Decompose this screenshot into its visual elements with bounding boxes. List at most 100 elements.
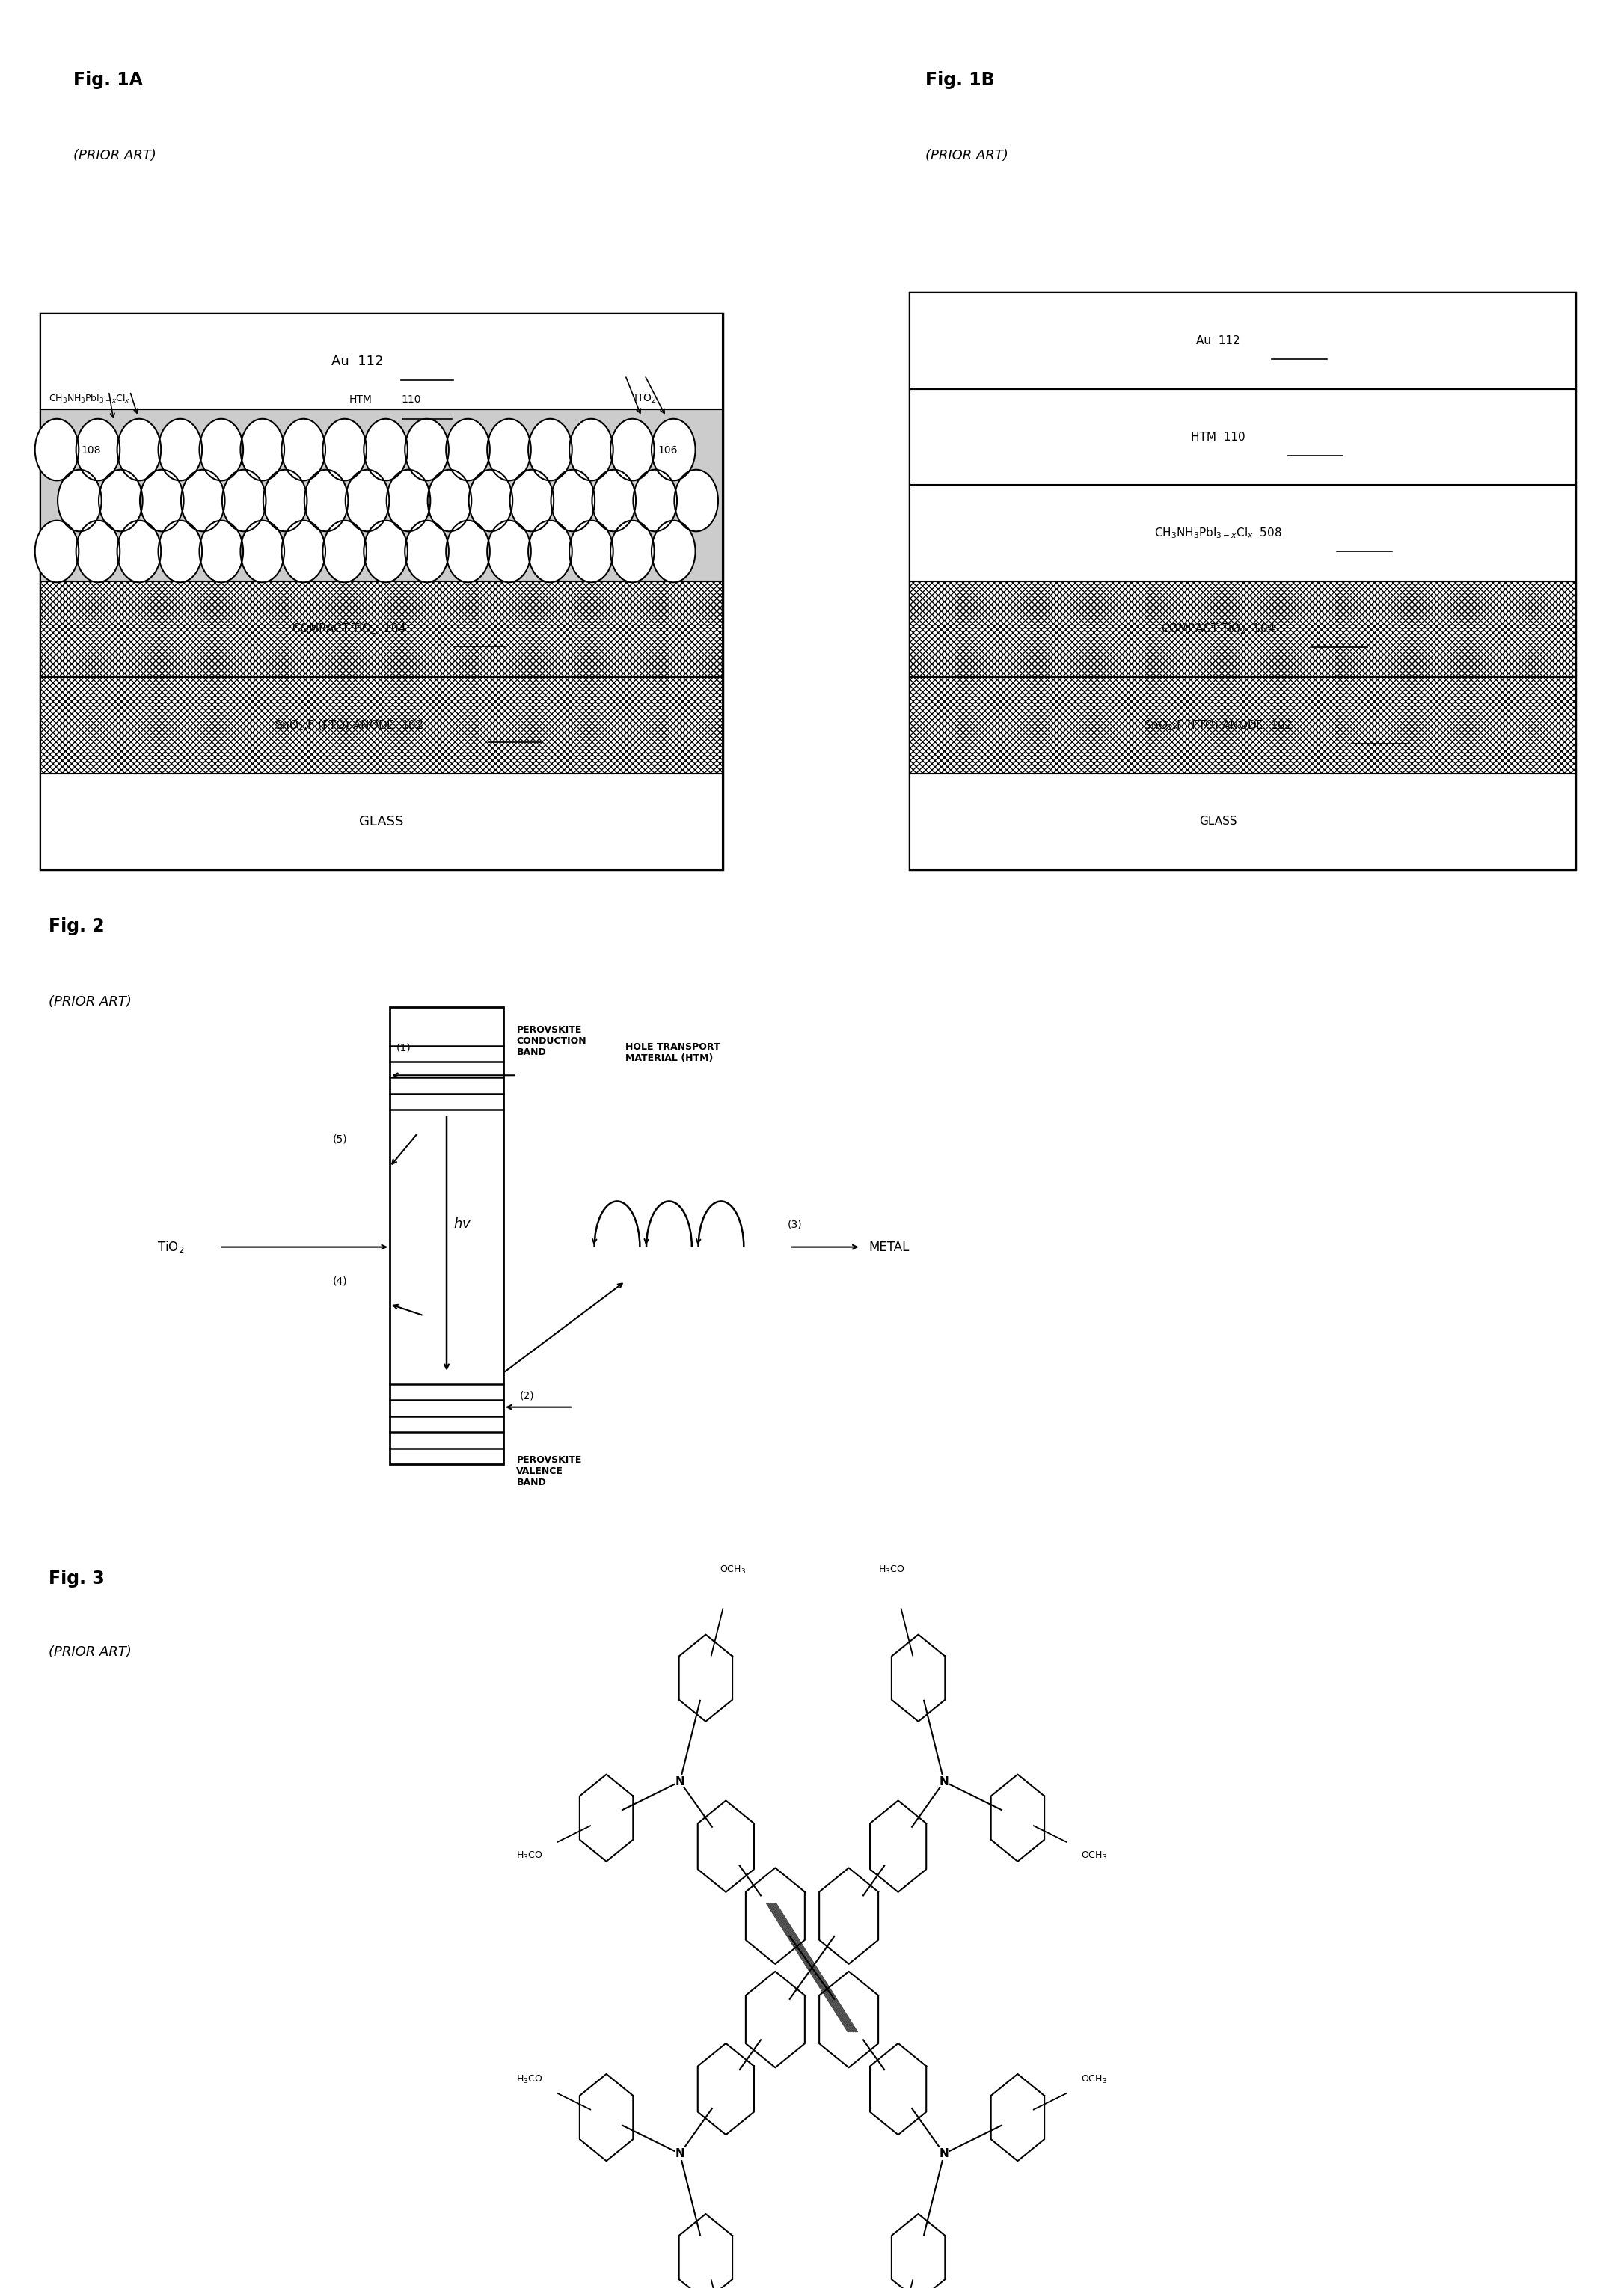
Circle shape bbox=[364, 419, 408, 480]
Text: H$_3$CO: H$_3$CO bbox=[516, 1851, 542, 1862]
Circle shape bbox=[158, 419, 201, 480]
Text: Fig. 1B: Fig. 1B bbox=[926, 71, 996, 89]
Bar bbox=[41, 677, 723, 773]
Text: COMPACT TiO$_2$  104: COMPACT TiO$_2$ 104 bbox=[292, 622, 406, 636]
Text: 106: 106 bbox=[658, 446, 677, 455]
Circle shape bbox=[651, 519, 695, 581]
Text: GLASS: GLASS bbox=[1199, 817, 1237, 826]
Circle shape bbox=[611, 419, 654, 480]
Circle shape bbox=[200, 419, 244, 480]
Text: (1): (1) bbox=[396, 1043, 411, 1052]
Circle shape bbox=[200, 519, 244, 581]
Circle shape bbox=[76, 419, 120, 480]
Circle shape bbox=[158, 519, 201, 581]
Text: $hv$: $hv$ bbox=[453, 1217, 471, 1231]
Circle shape bbox=[570, 419, 614, 480]
Text: N: N bbox=[939, 1775, 948, 1787]
Text: (3): (3) bbox=[788, 1220, 802, 1229]
Circle shape bbox=[593, 469, 637, 531]
Circle shape bbox=[117, 419, 161, 480]
Text: TiO$_2$: TiO$_2$ bbox=[158, 1240, 184, 1254]
Circle shape bbox=[364, 519, 408, 581]
Text: N: N bbox=[676, 2148, 685, 2160]
Text: (4): (4) bbox=[333, 1277, 348, 1286]
Circle shape bbox=[469, 469, 513, 531]
Bar bbox=[41, 773, 723, 869]
Circle shape bbox=[323, 519, 367, 581]
Text: Fig. 2: Fig. 2 bbox=[49, 917, 104, 936]
Circle shape bbox=[323, 419, 367, 480]
Circle shape bbox=[240, 419, 284, 480]
Circle shape bbox=[281, 519, 325, 581]
Text: COMPACT TiO$_2$  104: COMPACT TiO$_2$ 104 bbox=[1161, 622, 1275, 636]
Text: HTM  110: HTM 110 bbox=[1190, 432, 1246, 442]
Text: (2): (2) bbox=[520, 1391, 534, 1400]
Circle shape bbox=[304, 469, 348, 531]
Text: PEROVSKITE
VALENCE
BAND: PEROVSKITE VALENCE BAND bbox=[516, 1455, 581, 1487]
Text: SnO$_2$:F (FTO) ANODE  102: SnO$_2$:F (FTO) ANODE 102 bbox=[1143, 718, 1293, 732]
Text: HOLE TRANSPORT
MATERIAL (HTM): HOLE TRANSPORT MATERIAL (HTM) bbox=[625, 1041, 719, 1064]
Circle shape bbox=[404, 519, 448, 581]
Text: 108: 108 bbox=[81, 446, 101, 455]
Circle shape bbox=[222, 469, 266, 531]
Circle shape bbox=[180, 469, 224, 531]
Text: (5): (5) bbox=[333, 1135, 348, 1144]
Circle shape bbox=[76, 519, 120, 581]
Bar bbox=[41, 581, 723, 677]
Bar bbox=[41, 313, 723, 410]
Text: GLASS: GLASS bbox=[359, 815, 404, 828]
Circle shape bbox=[99, 469, 143, 531]
Circle shape bbox=[387, 469, 430, 531]
Circle shape bbox=[611, 519, 654, 581]
Circle shape bbox=[58, 469, 101, 531]
Text: CH$_3$NH$_3$PbI$_{3-x}$Cl$_x$: CH$_3$NH$_3$PbI$_{3-x}$Cl$_x$ bbox=[49, 394, 130, 405]
Text: HTM: HTM bbox=[349, 394, 372, 405]
Circle shape bbox=[427, 469, 471, 531]
Circle shape bbox=[487, 419, 531, 480]
Bar bbox=[909, 389, 1575, 485]
Circle shape bbox=[346, 469, 390, 531]
Text: OCH$_3$: OCH$_3$ bbox=[719, 1565, 745, 1576]
Text: N: N bbox=[676, 1775, 685, 1787]
Text: 110: 110 bbox=[401, 394, 421, 405]
Text: METAL: METAL bbox=[869, 1240, 909, 1254]
Circle shape bbox=[240, 519, 284, 581]
Bar bbox=[41, 313, 723, 869]
Circle shape bbox=[510, 469, 554, 531]
Bar bbox=[909, 293, 1575, 389]
Text: Fig. 3: Fig. 3 bbox=[49, 1570, 104, 1588]
Text: (PRIOR ART): (PRIOR ART) bbox=[926, 149, 1009, 162]
Text: (PRIOR ART): (PRIOR ART) bbox=[49, 995, 132, 1009]
Text: CH$_3$NH$_3$PbI$_{3-x}$Cl$_x$  508: CH$_3$NH$_3$PbI$_{3-x}$Cl$_x$ 508 bbox=[1155, 526, 1281, 540]
Circle shape bbox=[117, 519, 161, 581]
Text: (PRIOR ART): (PRIOR ART) bbox=[49, 1645, 132, 1659]
Circle shape bbox=[570, 519, 614, 581]
Circle shape bbox=[36, 519, 78, 581]
Text: ITO$_2$: ITO$_2$ bbox=[633, 394, 656, 405]
Text: H$_3$CO: H$_3$CO bbox=[516, 2073, 542, 2084]
Bar bbox=[909, 485, 1575, 581]
Bar bbox=[909, 677, 1575, 773]
Bar bbox=[909, 773, 1575, 869]
Text: SnO$_2$:F (FTO) ANODE  102: SnO$_2$:F (FTO) ANODE 102 bbox=[274, 718, 424, 732]
Text: Au  112: Au 112 bbox=[1195, 336, 1241, 345]
Circle shape bbox=[551, 469, 594, 531]
Circle shape bbox=[404, 419, 448, 480]
Text: Fig. 1A: Fig. 1A bbox=[73, 71, 143, 89]
Circle shape bbox=[447, 519, 490, 581]
Circle shape bbox=[528, 519, 572, 581]
Circle shape bbox=[263, 469, 307, 531]
Text: (PRIOR ART): (PRIOR ART) bbox=[73, 149, 156, 162]
Text: OCH$_3$: OCH$_3$ bbox=[1082, 1851, 1108, 1862]
Bar bbox=[390, 1007, 503, 1464]
Circle shape bbox=[281, 419, 325, 480]
Circle shape bbox=[674, 469, 718, 531]
Text: Au  112: Au 112 bbox=[331, 355, 383, 368]
Text: OCH$_3$: OCH$_3$ bbox=[1082, 2073, 1108, 2084]
Circle shape bbox=[633, 469, 677, 531]
Bar bbox=[909, 293, 1575, 869]
Text: PEROVSKITE
CONDUCTION
BAND: PEROVSKITE CONDUCTION BAND bbox=[516, 1025, 586, 1057]
Circle shape bbox=[487, 519, 531, 581]
Circle shape bbox=[36, 419, 78, 480]
Circle shape bbox=[447, 419, 490, 480]
